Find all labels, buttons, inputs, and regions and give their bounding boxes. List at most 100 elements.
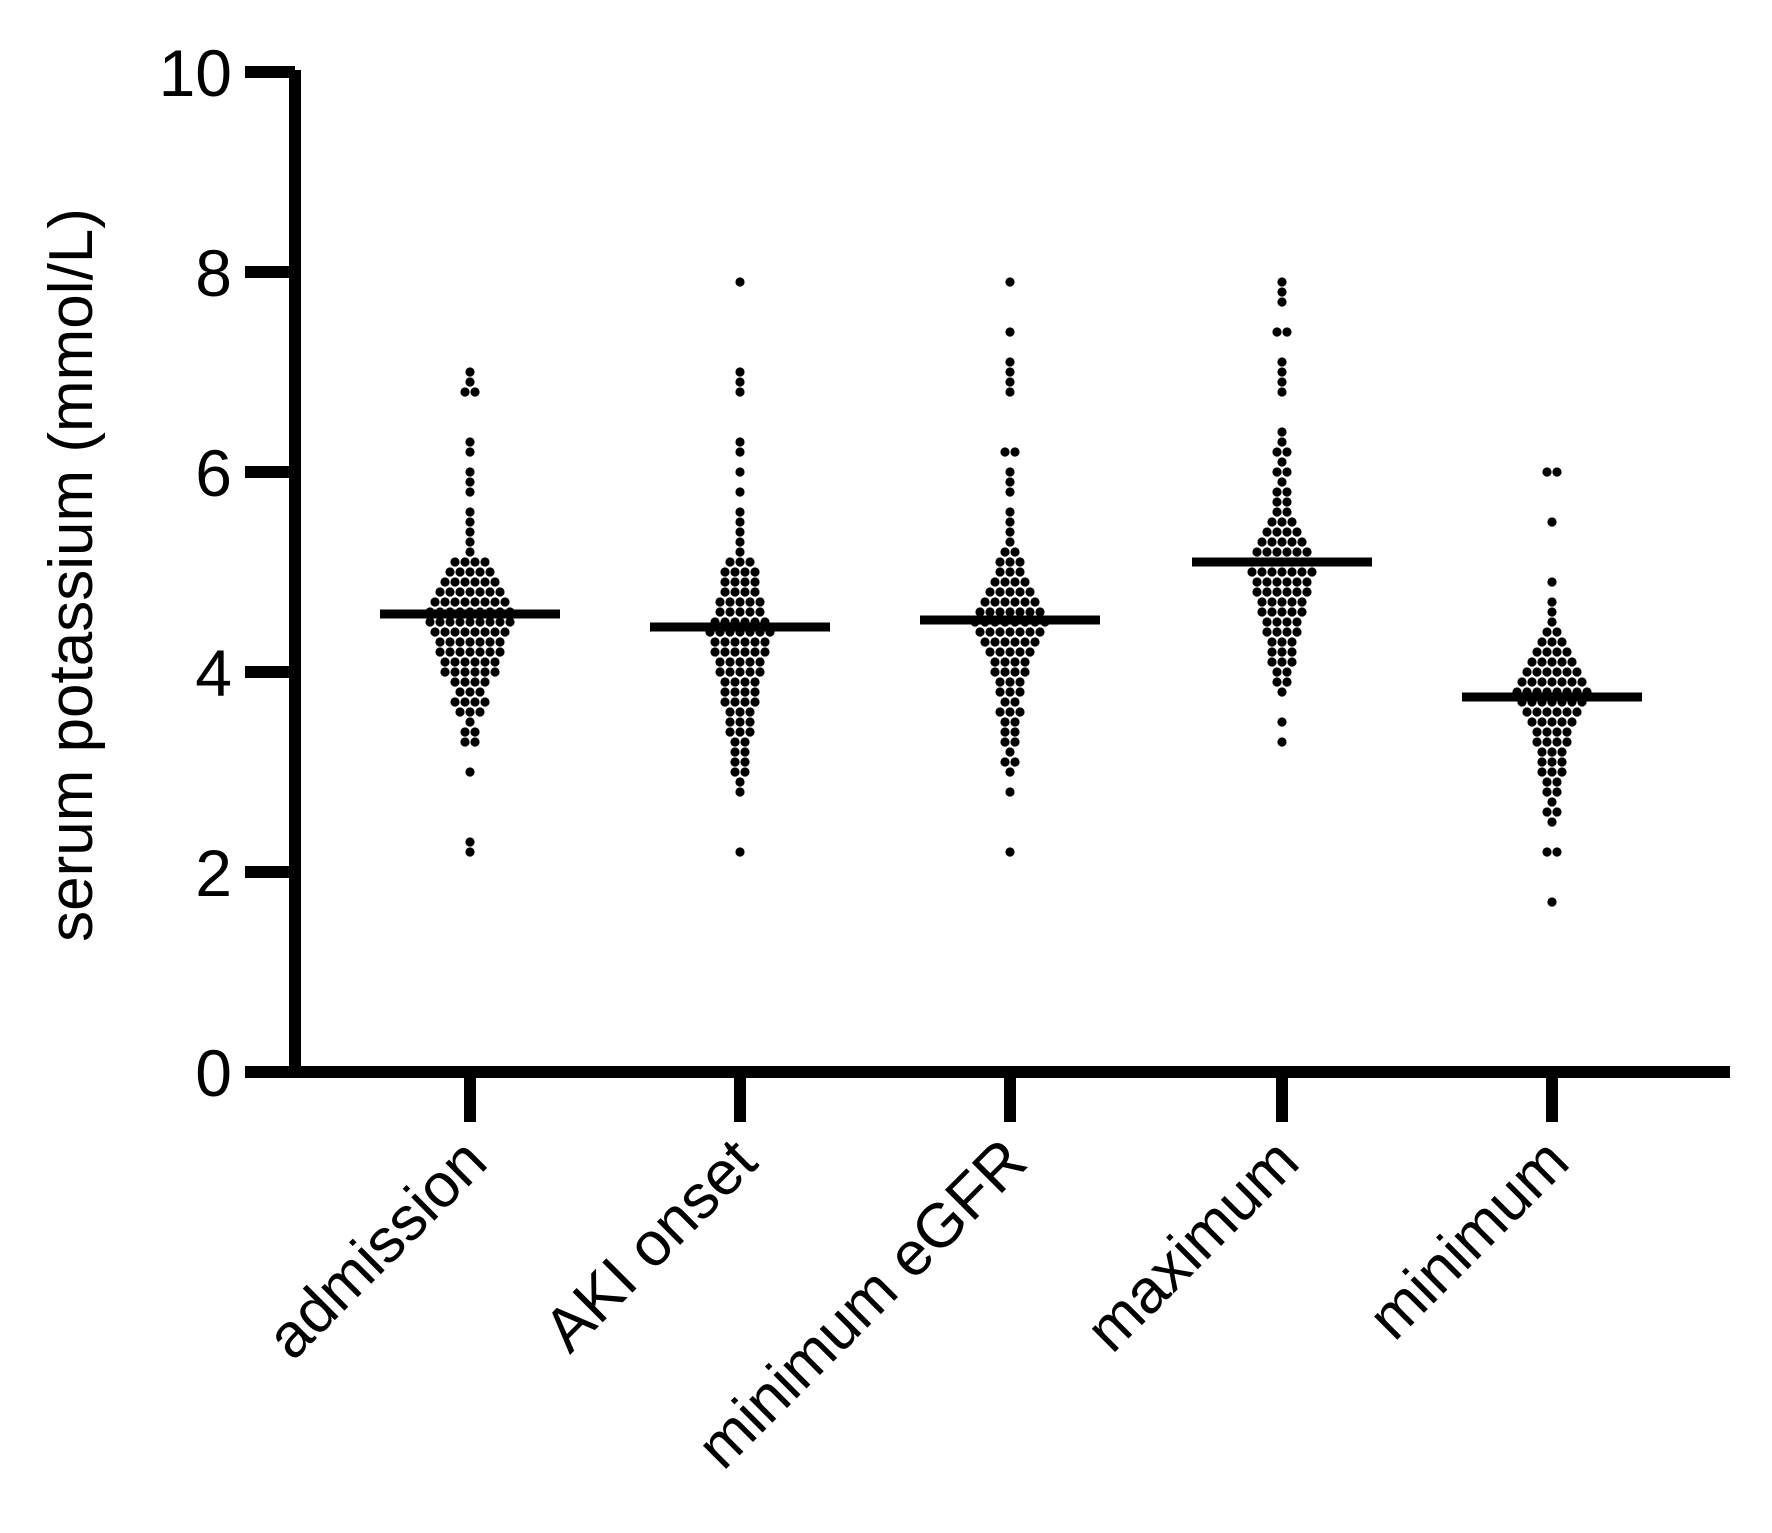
data-point — [1257, 607, 1267, 617]
data-point — [465, 587, 475, 597]
data-point — [995, 707, 1005, 717]
data-point — [1532, 727, 1542, 737]
data-point — [465, 507, 475, 517]
data-point — [720, 677, 730, 687]
data-point — [735, 787, 745, 797]
data-point — [1000, 717, 1010, 727]
data-point — [1302, 547, 1312, 557]
data-point — [1000, 447, 1010, 457]
data-point — [480, 597, 490, 607]
data-point — [720, 587, 730, 597]
data-point — [1532, 667, 1542, 677]
data-point — [730, 687, 740, 697]
data-point — [1282, 587, 1292, 597]
data-point — [1267, 517, 1277, 527]
data-point — [1277, 437, 1287, 447]
data-point — [1552, 807, 1562, 817]
data-point — [1537, 677, 1547, 687]
data-point — [1267, 637, 1277, 647]
data-point — [1267, 567, 1277, 577]
data-point — [1532, 737, 1542, 747]
data-point — [740, 587, 750, 597]
data-point — [990, 637, 1000, 647]
data-point — [750, 677, 760, 687]
data-point — [440, 667, 450, 677]
data-point — [465, 487, 475, 497]
data-point — [425, 617, 435, 627]
data-point — [1307, 567, 1317, 577]
data-point — [745, 657, 755, 667]
data-point — [485, 617, 495, 627]
data-point — [465, 647, 475, 657]
data-point — [470, 557, 480, 567]
data-point — [1277, 367, 1287, 377]
data-point — [735, 717, 745, 727]
data-point — [1000, 547, 1010, 557]
data-point — [465, 767, 475, 777]
data-point — [735, 527, 745, 537]
data-point — [1272, 467, 1282, 477]
series-1 — [650, 277, 830, 857]
data-point — [1010, 657, 1020, 667]
data-point — [465, 637, 475, 647]
data-point — [1567, 657, 1577, 667]
data-point — [1020, 597, 1030, 607]
data-point — [725, 607, 735, 617]
data-point — [725, 667, 735, 677]
data-point — [465, 847, 475, 857]
data-point — [1297, 597, 1307, 607]
data-point — [740, 747, 750, 757]
data-point — [1542, 647, 1552, 657]
data-point — [725, 597, 735, 607]
data-point — [745, 707, 755, 717]
data-point — [730, 637, 740, 647]
y-tick-label: 4 — [195, 636, 232, 710]
data-point — [1297, 607, 1307, 617]
data-point — [470, 677, 480, 687]
data-point — [730, 577, 740, 587]
data-point — [995, 567, 1005, 577]
data-point — [1272, 447, 1282, 457]
data-point — [485, 567, 495, 577]
data-point — [1272, 497, 1282, 507]
data-point — [450, 677, 460, 687]
data-point — [1287, 567, 1297, 577]
data-point — [1005, 627, 1015, 637]
data-point — [735, 367, 745, 377]
y-tick-label: 8 — [195, 236, 232, 310]
data-point — [490, 657, 500, 667]
data-point — [1287, 647, 1297, 657]
data-point — [1537, 717, 1547, 727]
data-point — [1252, 577, 1262, 587]
data-point — [475, 637, 485, 647]
data-point — [1557, 657, 1567, 667]
data-point — [1287, 657, 1297, 667]
data-point — [1547, 717, 1557, 727]
y-tick-label: 10 — [159, 36, 232, 110]
data-point — [490, 597, 500, 607]
data-point — [740, 637, 750, 647]
data-point — [1010, 727, 1020, 737]
data-point — [1005, 507, 1015, 517]
data-point — [1527, 677, 1537, 687]
y-tick-label: 0 — [195, 1036, 232, 1110]
data-point — [1292, 587, 1302, 597]
data-point — [1000, 637, 1010, 647]
data-point — [1005, 767, 1015, 777]
data-point — [1542, 847, 1552, 857]
data-point — [1000, 577, 1010, 587]
data-point — [745, 667, 755, 677]
data-point — [990, 577, 1000, 587]
data-point — [715, 667, 725, 677]
data-point — [730, 747, 740, 757]
y-axis-label: serum potassium (mmol/L) — [37, 208, 106, 942]
data-point — [745, 607, 755, 617]
data-point — [730, 647, 740, 657]
data-point — [465, 447, 475, 457]
data-point — [985, 627, 995, 637]
data-point — [725, 707, 735, 717]
data-point — [735, 507, 745, 517]
data-point — [745, 717, 755, 727]
data-point — [735, 727, 745, 737]
data-point — [1277, 687, 1287, 697]
